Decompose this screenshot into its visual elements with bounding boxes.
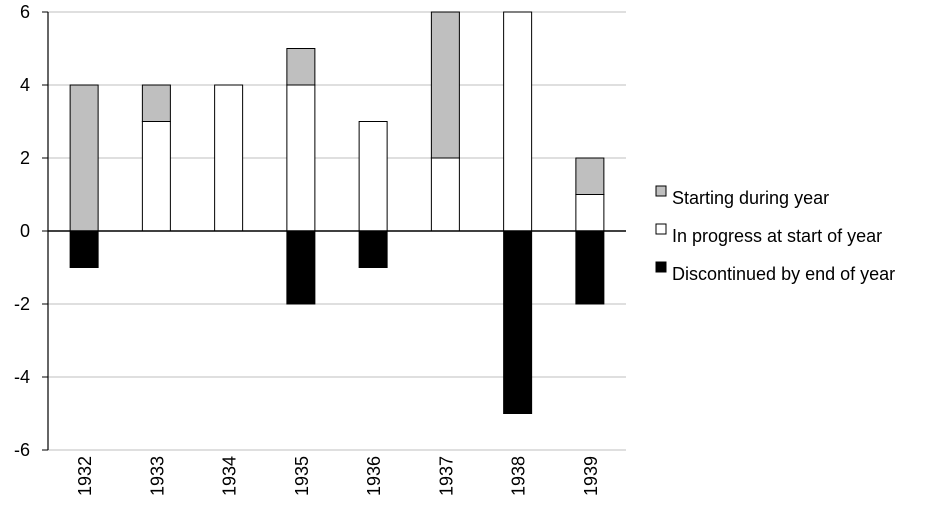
- bar-discontinued-1932: [69, 230, 99, 268]
- bar-in-progress-1939: [575, 194, 605, 232]
- y-tick-label: 6: [20, 2, 30, 22]
- bar-discontinued-1935: [286, 230, 316, 305]
- legend-label: Starting during year: [672, 188, 829, 208]
- x-tick-label-1937: 1937: [436, 456, 456, 496]
- y-tick-label: 4: [20, 75, 30, 95]
- bar-starting-1932: [69, 84, 99, 232]
- legend-swatch-0: [655, 223, 667, 235]
- bar-starting-1939: [575, 157, 605, 195]
- bar-in-progress-1933: [141, 121, 171, 232]
- bar-in-progress-1937: [430, 157, 460, 232]
- y-tick-labels: -6 -4 -2 0 2 4 6: [14, 2, 30, 460]
- bar-starting-1933: [141, 84, 171, 122]
- bars: [69, 11, 605, 414]
- bar-starting-1937: [430, 11, 460, 159]
- x-tick-label-1938: 1938: [509, 456, 529, 496]
- x-tick-label-1933: 1933: [147, 456, 167, 496]
- x-tick-label-1936: 1936: [364, 456, 384, 496]
- y-tick-label: -6: [14, 440, 30, 460]
- x-tick-label-1932: 1932: [75, 456, 95, 496]
- x-tick-label-1935: 1935: [292, 456, 312, 496]
- legend-swatch-2: [655, 261, 667, 273]
- y-tick-label: -2: [14, 294, 30, 314]
- x-tick-label-1939: 1939: [581, 456, 601, 496]
- bar-in-progress-1936: [358, 121, 388, 232]
- bar-starting-1935: [286, 48, 316, 86]
- x-tick-label-1934: 1934: [220, 456, 240, 496]
- legend-swatch-1: [655, 185, 667, 197]
- bar-discontinued-1939: [575, 230, 605, 305]
- bar-discontinued-1938: [503, 230, 533, 414]
- bar-in-progress-1934: [214, 84, 244, 232]
- legend-label: In progress at start of year: [672, 226, 882, 246]
- legend-label: Discontinued by end of year: [672, 264, 895, 284]
- y-tick-label: -4: [14, 367, 30, 387]
- bar-in-progress-1935: [286, 84, 316, 232]
- x-tick-labels: 1932 1933 1934 1935 1936 1937 1938 1939: [75, 456, 601, 496]
- y-tick-label: 2: [20, 148, 30, 168]
- bar-in-progress-1938: [503, 11, 533, 232]
- bar-discontinued-1936: [358, 230, 388, 268]
- y-tick-label: 0: [20, 221, 30, 241]
- legend: Starting during year In progress at start…: [655, 185, 895, 284]
- axes: [42, 11, 626, 451]
